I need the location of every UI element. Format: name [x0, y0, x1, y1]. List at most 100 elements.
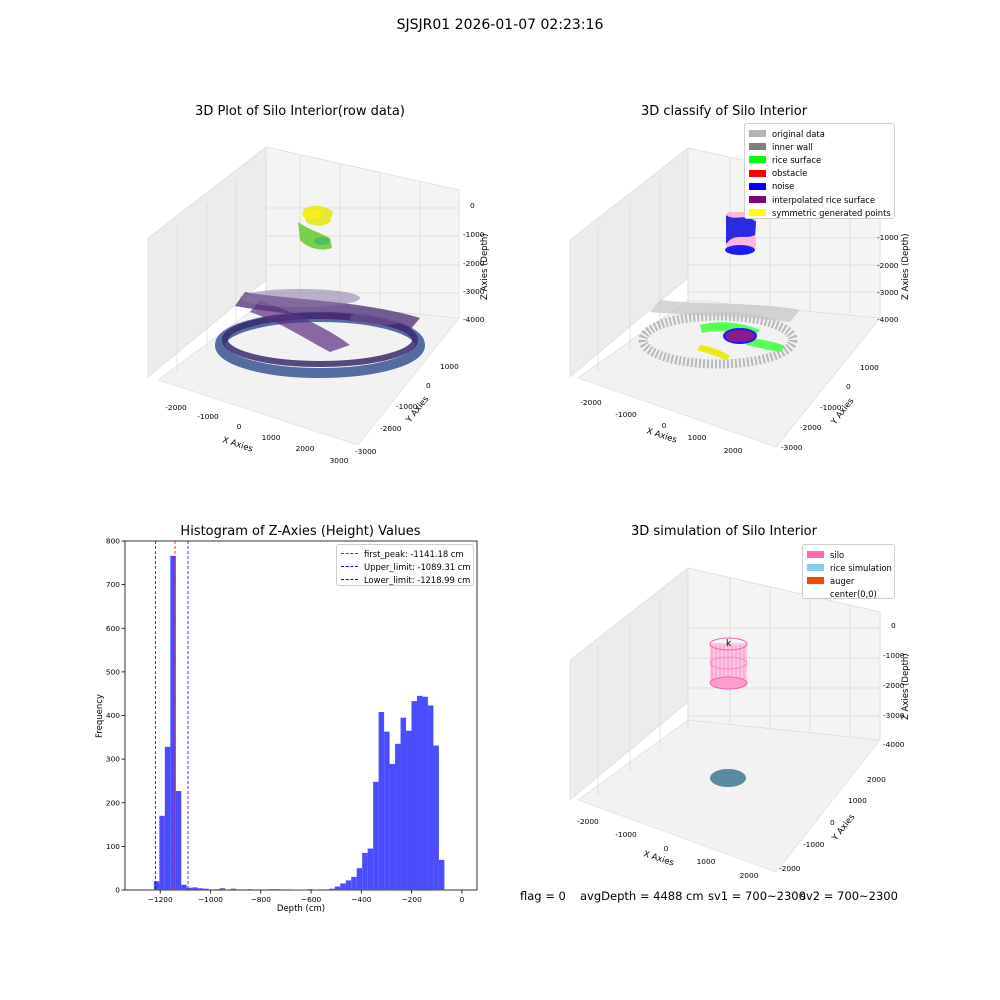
raw-xtick-label: 0	[237, 422, 242, 431]
classify-ztick-label: -2000	[877, 261, 899, 270]
classify-ztick-label: -3000	[877, 288, 899, 297]
legend-entry: rice surface	[749, 153, 890, 166]
status-flag: flag = 0	[520, 889, 566, 903]
legend-entry: noise	[749, 180, 890, 193]
legend-swatch	[749, 182, 766, 190]
histogram-bar	[192, 887, 198, 890]
histogram-bar	[175, 790, 182, 890]
histogram-bars	[153, 555, 445, 890]
histogram-y-tick-label: 400	[106, 711, 120, 720]
legend-swatch	[749, 156, 766, 164]
legend-entry: Upper_limit: -1089.31 cm	[341, 560, 471, 573]
simulation-ytick-label: 1000	[848, 796, 867, 805]
legend-entry: interpolated rice surface	[749, 193, 890, 206]
raw-xtick-label: 1000	[262, 433, 281, 442]
legend-label: rice simulation	[830, 562, 892, 573]
histogram-x-tick-label: −600	[301, 895, 322, 904]
raw-ztick-label: -2000	[463, 259, 485, 268]
histogram-x-tick-label: −200	[401, 895, 422, 904]
legend-swatch	[749, 143, 766, 151]
histogram-bar	[345, 880, 352, 890]
classify-ztick-label: -4000	[877, 315, 899, 324]
legend-entry: Lower_limit: -1218.99 cm	[341, 573, 471, 586]
simulation-ztick-label: -2000	[883, 681, 905, 690]
histogram-x-tick-label: −1000	[198, 895, 223, 904]
histogram-bar	[159, 815, 165, 890]
histogram-bar	[406, 730, 412, 890]
histogram-y-tick-label: 800	[106, 537, 120, 546]
legend-swatch	[807, 564, 824, 572]
classify-ytick-label: -2000	[800, 423, 822, 432]
raw-point-cloud	[215, 205, 425, 378]
classify-z-axis-label: Z Axies (Depth)	[901, 233, 910, 300]
histogram-bar	[170, 555, 176, 890]
legend-label: symmetric generated points	[772, 207, 891, 218]
classify-ytick-label: 1000	[860, 363, 879, 372]
legend-swatch	[807, 577, 824, 585]
raw-3d-plot: -2000 -1000 0 1000 2000 3000 1000 0 -100…	[147, 146, 490, 465]
histogram-y-tick-label: 200	[106, 798, 120, 807]
simulation-3d-plot: k -2000 -1000 0 1000 2000 2000 1000 0 -1…	[569, 567, 910, 880]
raw-ytick-label: -1000	[396, 402, 418, 411]
raw-ztick-label: -4000	[463, 315, 485, 324]
legend-swatch	[749, 196, 766, 204]
histogram-chart: −1200 −1000 −800 −600 −400 −200 0 0 100 200 300 40…	[95, 537, 478, 914]
classify-ztick-label: -1000	[877, 233, 899, 242]
classify-panel-title: 3D classify of Silo Interior	[640, 104, 808, 119]
histogram-bar	[427, 705, 434, 890]
histogram-bar	[334, 886, 341, 890]
raw-ztick-label: 0	[470, 201, 475, 210]
histogram-y-axis-label: Frequency	[95, 694, 105, 738]
raw-z-axis-label: Z Axies (Depth)	[480, 233, 490, 300]
histogram-bar	[378, 712, 385, 890]
histogram-bar	[307, 889, 313, 890]
legend-entry: auger	[807, 574, 890, 587]
figure-title: SJSJR01 2026-01-07 02:23:16	[396, 17, 604, 33]
histogram-bar	[153, 881, 160, 890]
legend-entry: first_peak: -1141.18 cm	[341, 547, 469, 560]
rice-simulation-surface	[710, 769, 746, 787]
legend-label: rice surface	[772, 154, 822, 165]
simulation-y-axis-label: Y Axies	[830, 812, 858, 844]
legend-swatch	[749, 209, 766, 217]
legend-label: inner wall	[772, 141, 813, 152]
histogram-bar	[214, 889, 220, 890]
raw-panel-title: 3D Plot of Silo Interior(row data)	[195, 104, 405, 119]
legend-entry: rice simulation	[807, 561, 892, 574]
histogram-x-axis-label: Depth (cm)	[277, 904, 325, 914]
classify-xtick-label: 0	[662, 421, 667, 430]
classify-xtick-label: -2000	[580, 398, 602, 407]
histogram-bar	[433, 745, 439, 890]
histogram-bar	[219, 888, 226, 890]
histogram-bar	[422, 696, 428, 890]
simulation-ytick-label: 0	[830, 818, 835, 827]
histogram-bar	[247, 889, 253, 890]
raw-xtick-label: 2000	[296, 444, 315, 453]
legend-label: original data	[772, 128, 825, 139]
histogram-y-ticks: 0 100 200 300 400 500 600 700 800	[106, 537, 125, 895]
classify-point-cloud	[638, 212, 800, 369]
histogram-bar	[395, 743, 401, 890]
histogram-y-tick-label: 100	[106, 842, 120, 851]
simulation-panel-title: 3D simulation of Silo Interior	[631, 524, 817, 539]
histogram-y-tick-label: 500	[106, 667, 120, 676]
histogram-bar	[203, 888, 209, 890]
histogram-bar	[362, 852, 368, 890]
histogram-bar	[438, 859, 445, 890]
histogram-bar	[197, 888, 204, 890]
legend-swatch	[749, 130, 766, 138]
histogram-bar	[373, 781, 379, 890]
raw-xtick-label: -1000	[197, 412, 219, 421]
legend-swatch	[749, 169, 766, 177]
legend-entry: symmetric generated points	[749, 206, 891, 219]
classify-xtick-label: 1000	[688, 433, 707, 442]
classify-ytick-label: -1000	[820, 403, 842, 412]
histogram-y-tick-label: 300	[106, 755, 120, 764]
simulation-ztick-label: -3000	[883, 711, 905, 720]
histogram-bar	[230, 888, 237, 890]
histogram-bar	[351, 876, 357, 890]
legend-label: Lower_limit: -1218.99 cm	[364, 574, 471, 585]
classify-legend: original data inner wall rice surface ob…	[744, 123, 895, 219]
legend-entry: inner wall	[749, 140, 890, 153]
simulation-ytick-label: -2000	[779, 864, 801, 873]
